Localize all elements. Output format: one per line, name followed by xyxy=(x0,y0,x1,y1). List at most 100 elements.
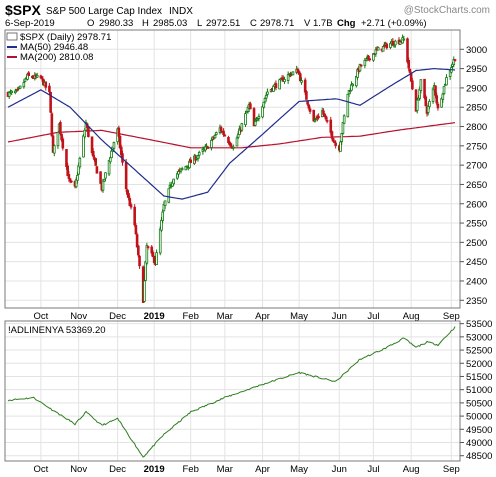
price-candle xyxy=(305,91,308,100)
price-candle xyxy=(278,79,281,90)
price-candle xyxy=(129,204,133,208)
price-candle xyxy=(10,90,13,94)
price-candle xyxy=(394,40,397,46)
price-candle xyxy=(330,131,334,139)
adline-y-tick-label: 52500 xyxy=(466,346,492,357)
price-candle xyxy=(27,72,31,77)
adline-y-tick-label: 50000 xyxy=(466,412,492,423)
price-candle xyxy=(424,96,428,106)
ma50-legend-label: MA(50) 2946.48 xyxy=(20,42,88,53)
price-candle xyxy=(65,149,68,167)
watermark: @StockCharts.com xyxy=(404,5,490,16)
price-candle xyxy=(434,85,437,96)
price-candle xyxy=(442,86,446,95)
ma50-line xyxy=(7,67,456,200)
price-candle xyxy=(137,245,140,256)
price-candle xyxy=(333,141,336,144)
price-candle xyxy=(76,174,79,181)
price-candle xyxy=(368,58,372,61)
price-legend: $SPX (Daily) 2978.71 MA(50) 2946.48 MA(2… xyxy=(6,32,111,63)
price-candle xyxy=(303,79,307,93)
price-x-axis: Oct Nov Dec 2019 Feb Mar Apr May Jun Jul Aug Sep xyxy=(33,311,459,322)
price-x-tick-label: Mar xyxy=(217,311,233,322)
price-candle xyxy=(299,73,302,82)
price-gridlines xyxy=(5,30,460,308)
price-candle xyxy=(177,171,180,175)
price-candle xyxy=(346,93,350,118)
price-candle xyxy=(274,83,278,89)
price-y-tick-label: 2750 xyxy=(466,141,487,152)
price-candle xyxy=(252,108,256,127)
price-y-tick-label: 2900 xyxy=(466,83,487,94)
price-candle xyxy=(152,255,156,263)
exchange-label: INDX xyxy=(169,6,193,17)
price-candle xyxy=(426,105,430,113)
volume-label: V xyxy=(304,18,311,29)
price-candle xyxy=(35,74,39,78)
price-candle xyxy=(196,155,200,159)
price-candle xyxy=(134,225,138,235)
price-candle xyxy=(214,132,218,135)
price-candle xyxy=(160,219,163,231)
price-candle xyxy=(428,101,431,107)
adline-x-tick-label: May xyxy=(290,464,308,475)
adline-gridlines xyxy=(5,321,460,461)
price-x-tick-label: 2019 xyxy=(144,311,165,322)
adline-y-tick-label: 50500 xyxy=(466,398,492,409)
adline-x-tick-label: Jun xyxy=(332,464,347,475)
price-candle xyxy=(314,118,318,120)
price-legend-swatch xyxy=(6,32,18,41)
volume-value: 1.7B xyxy=(313,18,333,29)
price-candle xyxy=(313,119,317,122)
price-candle xyxy=(138,255,141,267)
price-candle xyxy=(109,157,112,163)
ma200-legend-label: MA(200) 2810.08 xyxy=(20,52,93,63)
adline-line xyxy=(7,326,456,458)
price-candle xyxy=(44,81,48,88)
adline-x-tick-label: 2019 xyxy=(144,464,165,475)
price-candle xyxy=(317,116,320,119)
price-candle xyxy=(407,59,411,69)
price-candle xyxy=(312,109,316,122)
price-candle xyxy=(82,135,85,158)
price-candle xyxy=(341,122,345,134)
price-candle xyxy=(22,82,26,88)
price-candle xyxy=(411,80,414,90)
adline-y-tick-label: 51500 xyxy=(466,372,492,383)
price-candle xyxy=(423,78,426,99)
price-x-tick-label: Jun xyxy=(332,311,347,322)
adline-y-axis: 48500 49000 49500 50000 50500 51000 51500 52000… xyxy=(460,319,492,462)
price-candle xyxy=(392,44,396,47)
price-candle xyxy=(104,172,107,179)
adline-x-tick-label: Apr xyxy=(255,464,270,475)
price-y-tick-label: 2600 xyxy=(466,199,487,210)
price-candle xyxy=(329,119,333,133)
price-candle xyxy=(419,79,423,91)
price-candle xyxy=(158,228,162,254)
price-y-tick-label: 2450 xyxy=(466,257,487,268)
adline-y-tick-label: 49500 xyxy=(466,425,492,436)
adline-panel-frame xyxy=(4,320,461,462)
price-legend-label: $SPX (Daily) 2978.71 xyxy=(20,32,111,43)
price-candle xyxy=(213,134,217,139)
price-x-tick-label: May xyxy=(290,311,308,322)
price-candle xyxy=(264,94,268,99)
price-y-tick-label: 3000 xyxy=(466,45,487,56)
price-candle xyxy=(91,151,95,157)
symbol-title: $SPX xyxy=(5,2,41,18)
price-candle xyxy=(262,101,266,108)
price-candle xyxy=(197,151,201,156)
adline-x-tick-label: Oct xyxy=(33,464,48,475)
adline-y-tick-label: 51000 xyxy=(466,385,492,396)
adline-x-tick-label: Mar xyxy=(217,464,233,475)
price-candle xyxy=(331,138,335,142)
close-value: 2978.71 xyxy=(260,18,294,29)
price-candle xyxy=(50,113,54,137)
price-candle xyxy=(453,59,457,61)
price-candle xyxy=(240,123,244,131)
price-candle xyxy=(74,179,78,188)
price-candle xyxy=(78,157,82,168)
price-y-tick-label: 2850 xyxy=(466,103,487,114)
adline-x-axis: Oct Nov Dec 2019 Feb Mar Apr May Jun Jul Aug Sep xyxy=(33,464,459,475)
